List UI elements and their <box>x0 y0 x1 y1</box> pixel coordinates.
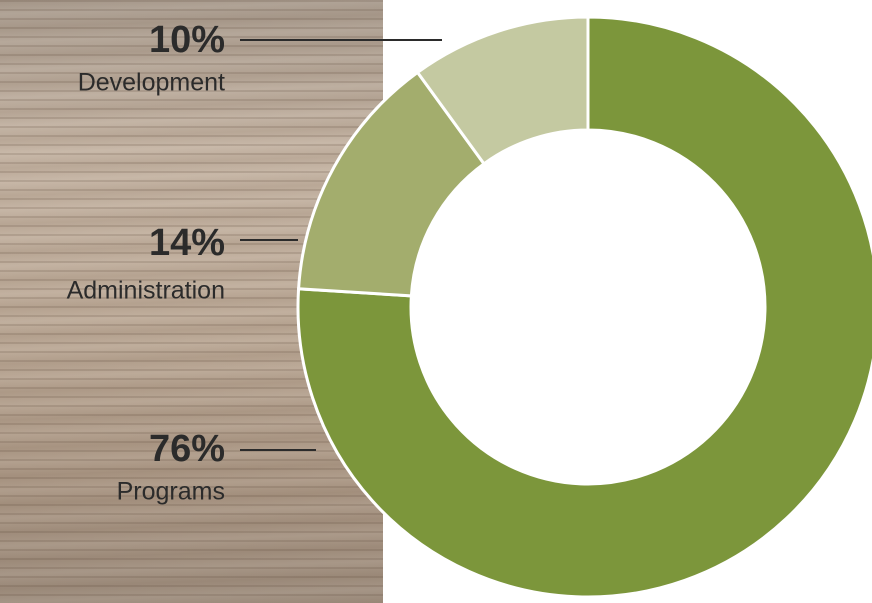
value-label: 14% <box>149 222 225 264</box>
value-label: 10% <box>149 19 225 61</box>
category-label: Development <box>78 69 225 97</box>
value-label: 76% <box>149 428 225 470</box>
donut-slice <box>415 15 590 166</box>
category-label: Administration <box>67 277 225 305</box>
category-label: Programs <box>117 478 225 506</box>
donut-slice <box>296 15 872 599</box>
